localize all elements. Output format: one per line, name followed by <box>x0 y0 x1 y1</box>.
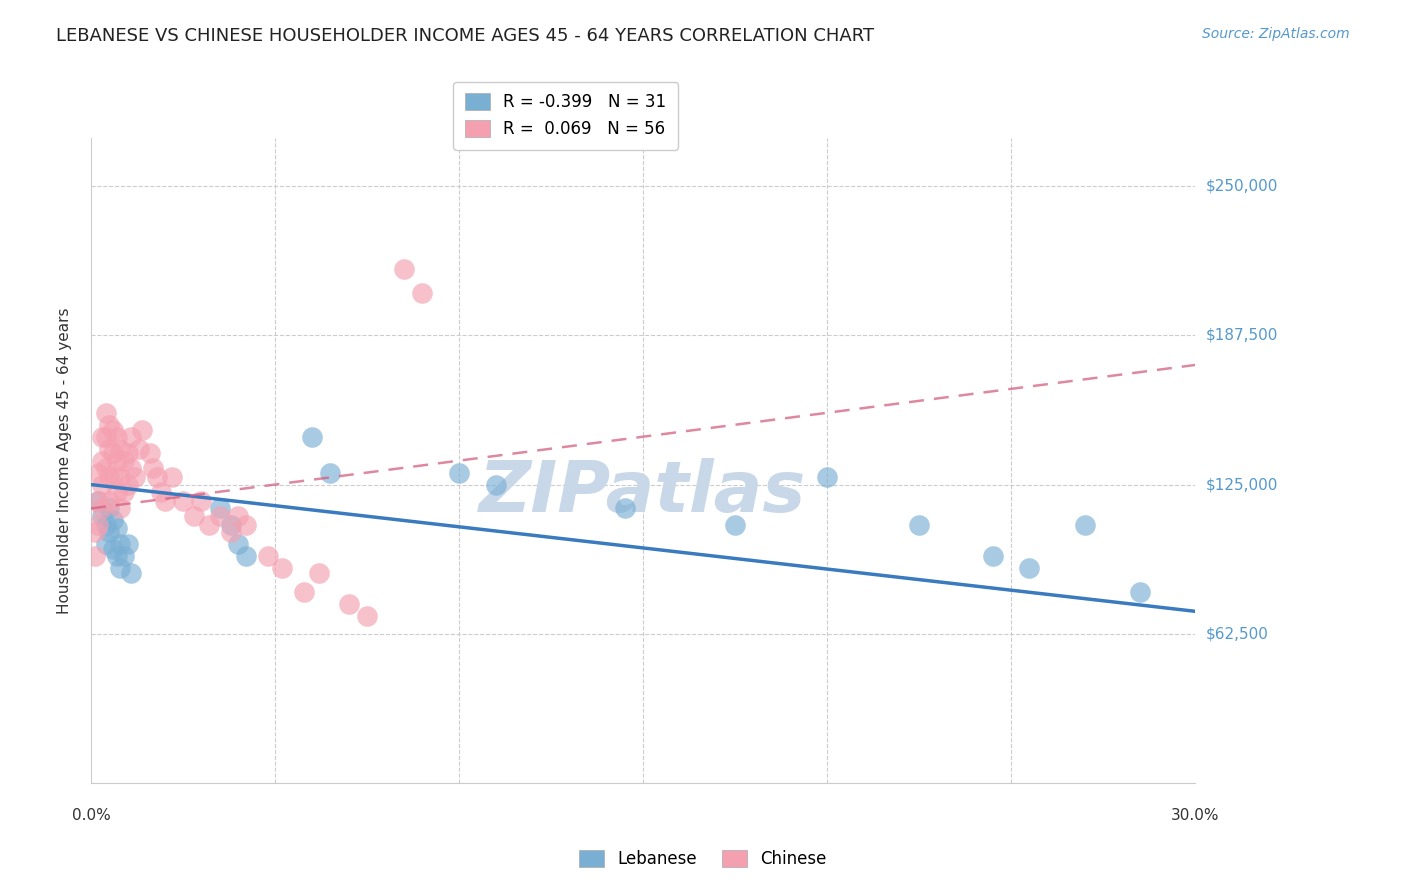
Point <box>256 549 278 564</box>
Point <box>139 446 162 460</box>
Point <box>110 561 132 575</box>
Point <box>208 508 231 523</box>
Point <box>183 508 205 523</box>
Point <box>83 549 105 564</box>
Point <box>87 466 110 480</box>
Text: $187,500: $187,500 <box>1206 327 1278 343</box>
Point <box>197 518 219 533</box>
Point <box>337 597 360 611</box>
Point <box>94 537 117 551</box>
Point <box>110 501 132 516</box>
Point <box>120 430 142 444</box>
Point <box>91 430 114 444</box>
Text: 0.0%: 0.0% <box>72 808 110 823</box>
Point <box>91 453 114 467</box>
Point <box>94 518 117 533</box>
Point <box>98 470 121 484</box>
Point <box>226 508 249 523</box>
Point <box>1129 585 1152 599</box>
Point <box>105 549 128 564</box>
Point <box>981 549 1004 564</box>
Point <box>308 566 330 580</box>
Point <box>94 430 117 444</box>
Point <box>172 494 194 508</box>
Point <box>117 477 139 491</box>
Point <box>101 423 124 437</box>
Point <box>98 494 121 508</box>
Point <box>319 466 342 480</box>
Text: $125,000: $125,000 <box>1206 477 1278 492</box>
Point <box>149 484 172 499</box>
Point <box>219 525 242 540</box>
Point <box>101 446 124 460</box>
Text: ZIPatlas: ZIPatlas <box>479 458 807 527</box>
Point <box>105 453 128 467</box>
Point <box>411 286 433 301</box>
Point <box>153 494 176 508</box>
Y-axis label: Householder Income Ages 45 - 64 years: Householder Income Ages 45 - 64 years <box>58 308 72 614</box>
Point <box>110 442 132 456</box>
Legend: Lebanese, Chinese: Lebanese, Chinese <box>572 843 834 875</box>
Legend: R = -0.399   N = 31, R =  0.069   N = 56: R = -0.399 N = 31, R = 0.069 N = 56 <box>453 81 678 150</box>
Point <box>94 406 117 420</box>
Point <box>613 501 636 516</box>
Point <box>128 442 150 456</box>
Point <box>87 518 110 533</box>
Point <box>226 537 249 551</box>
Point <box>908 518 931 533</box>
Point <box>724 518 747 533</box>
Point <box>235 518 257 533</box>
Point <box>98 417 121 432</box>
Point <box>301 430 323 444</box>
Text: $250,000: $250,000 <box>1206 178 1278 194</box>
Point <box>485 477 508 491</box>
Point <box>356 609 378 624</box>
Point <box>208 501 231 516</box>
Point <box>1018 561 1040 575</box>
Point <box>112 453 135 467</box>
Point <box>160 470 183 484</box>
Point <box>110 470 132 484</box>
Point <box>815 470 838 484</box>
Point <box>112 549 135 564</box>
Point <box>98 525 121 540</box>
Point <box>87 494 110 508</box>
Point <box>101 513 124 527</box>
Point <box>83 525 105 540</box>
Point <box>91 477 114 491</box>
Point <box>219 518 242 533</box>
Point <box>271 561 294 575</box>
Point <box>131 423 153 437</box>
Point <box>110 537 132 551</box>
Point <box>105 484 128 499</box>
Text: $62,500: $62,500 <box>1206 626 1270 641</box>
Point <box>392 262 415 277</box>
Point <box>91 508 114 523</box>
Point <box>117 446 139 460</box>
Point <box>447 466 470 480</box>
Point <box>105 430 128 444</box>
Point <box>190 494 212 508</box>
Point <box>94 460 117 475</box>
Point <box>117 537 139 551</box>
Point <box>235 549 257 564</box>
Point <box>98 501 121 516</box>
Point <box>101 542 124 557</box>
Point <box>98 442 121 456</box>
Point <box>112 484 135 499</box>
Point <box>91 501 114 516</box>
Point <box>101 470 124 484</box>
Point <box>105 520 128 534</box>
Point <box>142 460 165 475</box>
Point <box>292 585 315 599</box>
Point <box>146 470 169 484</box>
Point <box>124 470 146 484</box>
Point <box>120 460 142 475</box>
Text: Source: ZipAtlas.com: Source: ZipAtlas.com <box>1202 27 1350 41</box>
Text: LEBANESE VS CHINESE HOUSEHOLDER INCOME AGES 45 - 64 YEARS CORRELATION CHART: LEBANESE VS CHINESE HOUSEHOLDER INCOME A… <box>56 27 875 45</box>
Point <box>120 566 142 580</box>
Point <box>1073 518 1095 533</box>
Point <box>87 494 110 508</box>
Text: 30.0%: 30.0% <box>1171 808 1219 823</box>
